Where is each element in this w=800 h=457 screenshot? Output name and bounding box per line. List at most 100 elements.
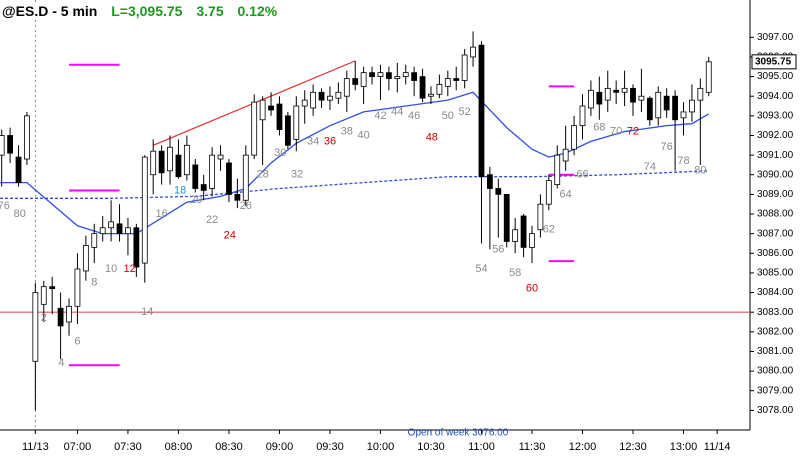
chart-title: @ES.D - 5 min [2, 3, 98, 19]
candle-body [91, 233, 98, 248]
candle-body [284, 115, 291, 146]
candle-body [444, 78, 451, 87]
candle-body [478, 44, 485, 178]
bar-count-label: 8 [91, 277, 97, 289]
y-tick-label: 3088.00 [757, 209, 794, 220]
bar-count-label: 58 [509, 267, 521, 279]
y-tick-label: 3090.00 [757, 169, 794, 180]
candle-body [588, 89, 594, 109]
bar-count-label: 54 [475, 263, 487, 275]
x-tick-label: 09:00 [266, 441, 294, 453]
bar-count-label: 62 [543, 224, 555, 236]
candle-body [293, 105, 300, 140]
y-tick-label: 3080.00 [757, 366, 794, 377]
x-tick-label: 11:00 [468, 441, 495, 453]
candle-body [217, 154, 224, 160]
candle-body [335, 91, 342, 99]
candle-body [705, 61, 712, 93]
candle-body [470, 46, 476, 58]
y-tick-label: 3086.00 [757, 248, 794, 259]
candle-body [226, 162, 232, 195]
bar-count-label: 36 [324, 135, 336, 147]
y-tick-label: 3085.00 [757, 268, 794, 279]
y-tick-label: 3083.00 [757, 307, 794, 318]
x-tick-label: 07:00 [64, 441, 92, 453]
bar-count-label: 46 [408, 110, 420, 122]
x-tick-label: 09:30 [316, 441, 344, 453]
x-tick-label: 10:30 [417, 441, 445, 453]
candle-body [621, 87, 628, 93]
y-tick-label: 3094.00 [757, 91, 794, 102]
candle-body [167, 146, 173, 172]
candle-body [394, 76, 401, 79]
y-tick-label: 3097.00 [757, 32, 794, 43]
candle-body [234, 193, 241, 201]
y-tick-label: 3078.00 [757, 405, 794, 416]
x-tick-label: 08:00 [165, 441, 193, 453]
candle-body [495, 188, 502, 195]
candle-body [520, 215, 527, 248]
candle-body [82, 245, 89, 272]
candle-body [503, 193, 510, 242]
candle-body [15, 156, 22, 184]
bar-count-label: 72 [627, 125, 639, 137]
bar-count-label: 52 [459, 106, 471, 118]
candle-body [411, 72, 418, 81]
candle-body [327, 95, 333, 101]
candle-body [352, 78, 359, 85]
y-tick-label: 3089.00 [757, 189, 794, 200]
bar-count-label: 42 [374, 110, 386, 122]
candle-body [108, 221, 115, 229]
candle-body [150, 150, 157, 176]
candle-body [66, 305, 72, 323]
candle-body [259, 99, 266, 121]
last-price: L=3,095.75 [111, 3, 183, 19]
y-tick-label: 3082.00 [757, 326, 794, 337]
bar-count-label: 12 [124, 263, 136, 275]
bar-count-label: 4 [58, 357, 64, 369]
bar-count-label: 40 [358, 129, 370, 141]
candle-body [537, 203, 544, 231]
candle-body [571, 125, 577, 150]
candle-body [646, 97, 653, 121]
candle-body [512, 229, 519, 242]
bar-count-label: 10 [105, 263, 117, 275]
bar-count-label: 28 [257, 169, 269, 181]
candle-body [419, 76, 426, 99]
candle-body [579, 105, 586, 127]
candle-body [301, 99, 308, 107]
percent-change: 0.12% [237, 3, 278, 19]
bar-count-label: 26 [240, 200, 252, 212]
candle-body [545, 180, 552, 205]
candle-body [116, 223, 123, 235]
candle-body [402, 72, 409, 77]
bar-count-label: 68 [593, 122, 605, 134]
bar-count-label: 60 [526, 283, 538, 295]
candle-body [200, 184, 207, 191]
bar-count-label: 18 [174, 184, 186, 196]
candle-body [32, 292, 39, 362]
candle-body [554, 154, 561, 185]
chart-header: @ES.D - 5 min L=3,095.75 3.75 0.12% [2, 3, 292, 19]
x-tick-label: 08:30 [215, 441, 243, 453]
x-tick-label: 10:00 [367, 441, 395, 453]
candle-body [183, 144, 190, 176]
bar-count-label: 70 [610, 125, 622, 137]
candle-body [209, 154, 216, 189]
bar-count-label: 2 [41, 312, 47, 324]
candle-body [99, 227, 106, 235]
candle-body [133, 227, 140, 268]
x-tick-label: 12:00 [569, 441, 597, 453]
candle-body [461, 54, 468, 81]
candle-body [57, 307, 64, 327]
candle-body [529, 233, 535, 248]
candle-body [697, 87, 704, 101]
x-tick-label: 11/14 [704, 441, 731, 453]
bar-count-label: 30 [274, 147, 286, 159]
candle-body [343, 78, 350, 97]
bar-count-label: 64 [560, 188, 572, 200]
candle-body [613, 89, 620, 93]
bar-count-label: 56 [492, 243, 504, 255]
candle-body [360, 72, 367, 87]
bar-count-label: 76 [661, 141, 673, 153]
